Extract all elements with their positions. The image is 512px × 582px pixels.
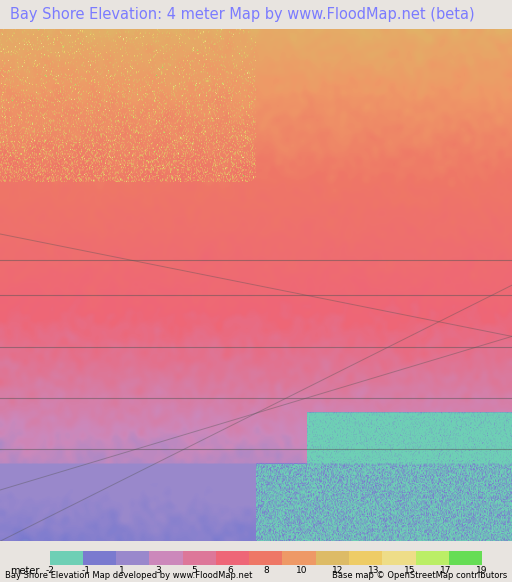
Text: 5: 5 bbox=[191, 566, 197, 574]
Text: 8: 8 bbox=[263, 566, 269, 574]
Bar bbox=[416, 551, 449, 565]
Text: -2: -2 bbox=[45, 566, 54, 574]
Bar bbox=[283, 551, 316, 565]
Bar bbox=[249, 551, 283, 565]
Text: 17: 17 bbox=[440, 566, 452, 574]
Text: meter: meter bbox=[10, 566, 39, 576]
Text: 15: 15 bbox=[404, 566, 416, 574]
Bar bbox=[83, 551, 116, 565]
Bar bbox=[449, 551, 482, 565]
Text: 6: 6 bbox=[227, 566, 232, 574]
Text: 19: 19 bbox=[476, 566, 488, 574]
Text: Base map © OpenStreetMap contributors: Base map © OpenStreetMap contributors bbox=[332, 571, 507, 580]
Text: Bay Shore Elevation: 4 meter Map by www.FloodMap.net (beta): Bay Shore Elevation: 4 meter Map by www.… bbox=[10, 7, 475, 22]
Text: 10: 10 bbox=[296, 566, 308, 574]
Text: 13: 13 bbox=[368, 566, 380, 574]
Bar bbox=[382, 551, 416, 565]
Text: 3: 3 bbox=[155, 566, 161, 574]
Text: 12: 12 bbox=[332, 566, 344, 574]
Text: 1: 1 bbox=[119, 566, 124, 574]
Bar bbox=[216, 551, 249, 565]
Bar bbox=[116, 551, 150, 565]
Text: -1: -1 bbox=[81, 566, 90, 574]
Bar bbox=[50, 551, 83, 565]
Bar bbox=[150, 551, 183, 565]
Bar bbox=[183, 551, 216, 565]
Bar bbox=[349, 551, 382, 565]
Bar bbox=[316, 551, 349, 565]
Text: Bay Shore Elevation Map developed by www.FloodMap.net: Bay Shore Elevation Map developed by www… bbox=[5, 571, 252, 580]
